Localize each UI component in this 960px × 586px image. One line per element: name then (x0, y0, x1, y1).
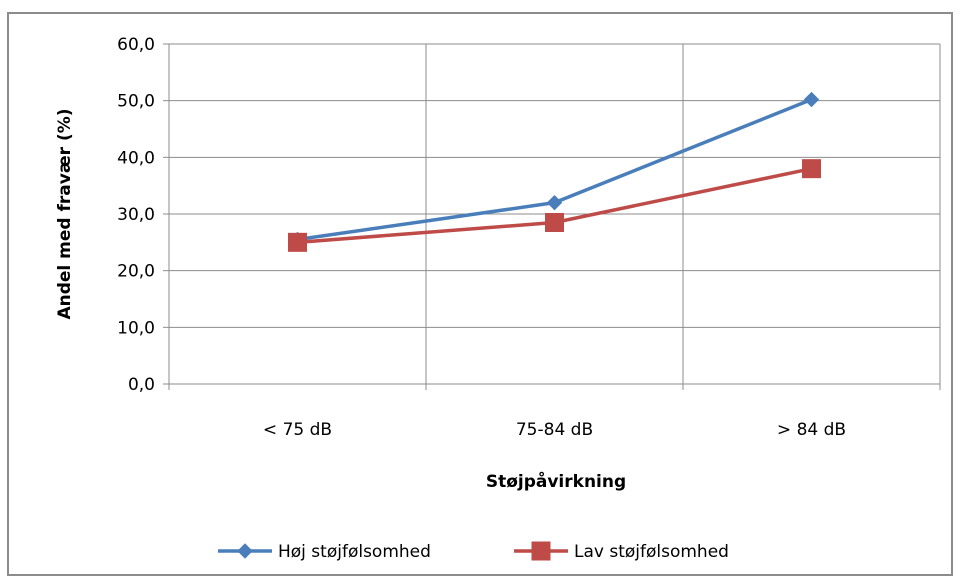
x-tick-label: < 75 dB (263, 420, 332, 440)
y-tick-label: 0,0 (128, 375, 155, 395)
x-tick-labels: < 75 dB 75-84 dB > 84 dB (263, 420, 846, 440)
y-tick-label: 20,0 (117, 262, 155, 282)
data-point (803, 91, 820, 108)
series-lav (288, 159, 821, 252)
x-tick-label: > 84 dB (777, 420, 846, 440)
y-tick-label: 30,0 (117, 205, 155, 225)
data-point (802, 159, 821, 179)
y-axis-title: Andel med fravær (%) (55, 108, 75, 319)
y-tick-label: 40,0 (117, 148, 155, 168)
data-point (288, 232, 307, 252)
data-point (546, 194, 563, 211)
grid (169, 43, 941, 384)
x-axis-title: Støjpåvirkning (486, 470, 626, 492)
legend: Høj støjfølsomhed Lav støjfølsomhed (218, 541, 729, 562)
data-point (545, 213, 564, 232)
series (288, 91, 821, 252)
legend-swatch-marker (237, 543, 253, 559)
y-tick-labels: 0,0 10,0 20,0 30,0 40,0 50,0 60,0 (117, 35, 155, 395)
y-tick-label: 60,0 (117, 35, 155, 55)
legend-swatch-marker (531, 541, 551, 561)
legend-item: Høj støjfølsomhed (218, 542, 431, 562)
x-tick-label: 75-84 dB (516, 420, 593, 440)
y-tick-label: 50,0 (117, 92, 155, 112)
axes (163, 43, 941, 390)
legend-item: Lav støjfølsomhed (514, 541, 729, 562)
y-tick-label: 10,0 (117, 318, 155, 338)
legend-label: Høj støjfølsomhed (278, 542, 431, 562)
legend-label: Lav støjfølsomhed (574, 542, 729, 562)
